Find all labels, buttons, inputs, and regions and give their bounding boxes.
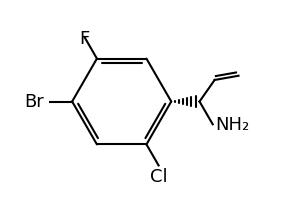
Text: Cl: Cl bbox=[150, 168, 167, 185]
Text: NH₂: NH₂ bbox=[216, 116, 250, 134]
Text: Br: Br bbox=[24, 93, 44, 111]
Text: F: F bbox=[80, 29, 90, 47]
